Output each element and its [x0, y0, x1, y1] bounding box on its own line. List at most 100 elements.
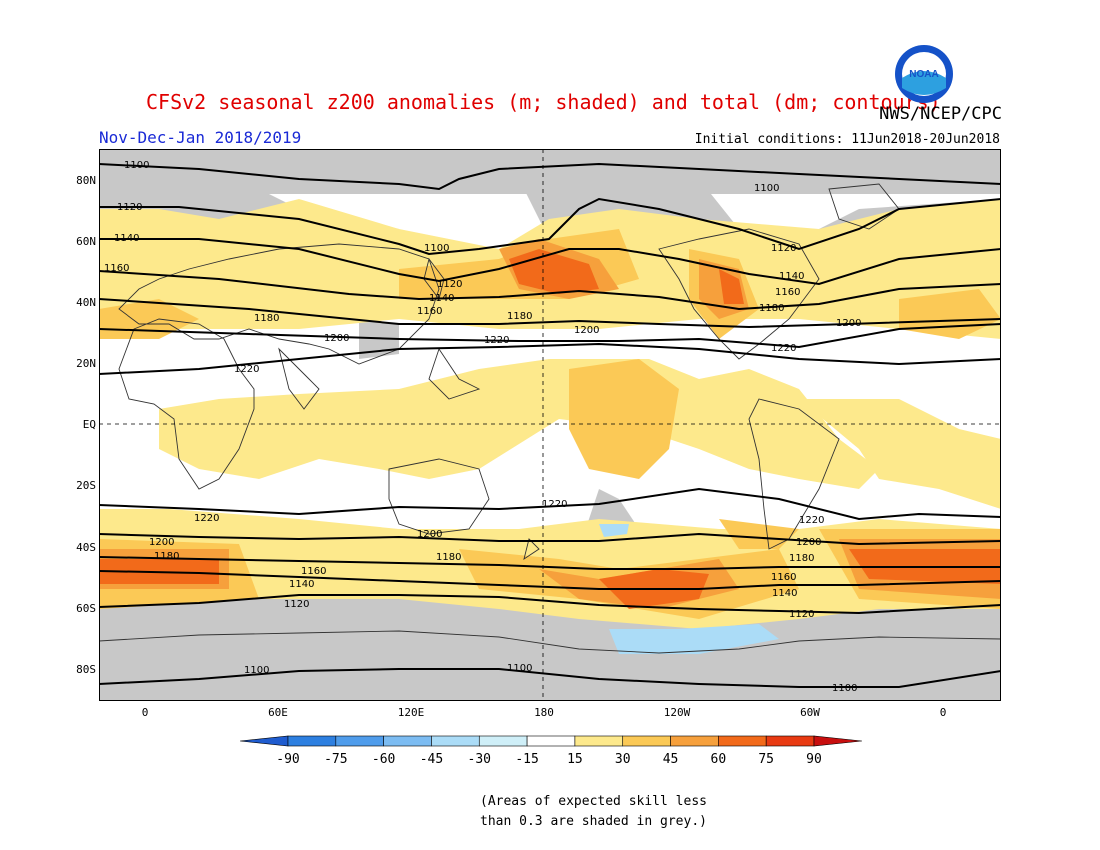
svg-text:1180: 1180 [154, 551, 179, 562]
colorbar-arrow-high [813, 735, 862, 747]
africa-coastline [118, 318, 255, 490]
svg-text:1120: 1120 [789, 609, 814, 620]
skill-note-line: than 0.3 are shaded in grey.) [480, 814, 707, 829]
svg-text:1200: 1200 [796, 537, 821, 548]
colorbar-box [478, 735, 528, 747]
colorbar-box [765, 735, 815, 747]
svg-text:1100: 1100 [124, 160, 149, 171]
colorbar-tick-label: -45 [419, 752, 444, 767]
colorbar-box [670, 735, 719, 747]
svg-text:1200: 1200 [324, 333, 349, 344]
antarctica-coastline [99, 630, 1001, 654]
svg-text:1160: 1160 [775, 287, 800, 298]
initial-conditions-label: Initial conditions: 11Jun2018-20Jun2018 [694, 132, 1000, 147]
colorbar-box [718, 735, 767, 747]
colorbar-tick-label: 45 [662, 752, 679, 767]
lon-label: 60W [800, 706, 820, 719]
svg-text:1120: 1120 [284, 599, 309, 610]
lat-label: 60N [76, 235, 96, 248]
svg-text:1160: 1160 [301, 566, 326, 577]
eurasia-coastline [118, 243, 440, 365]
noaa-logo: NOAA [895, 45, 953, 103]
lat-label: 80N [76, 174, 96, 187]
svg-text:1180: 1180 [436, 552, 461, 563]
svg-text:1180: 1180 [759, 303, 784, 314]
svg-text:1220: 1220 [194, 513, 219, 524]
svg-text:1180: 1180 [789, 553, 814, 564]
india-coastline [278, 347, 320, 410]
svg-text:1140: 1140 [114, 233, 139, 244]
colorbar-tick-label: 90 [806, 752, 822, 767]
colorbar-tick-label: -90 [276, 752, 300, 767]
lon-label: 120W [663, 706, 691, 719]
lat-label: 80S [76, 663, 96, 676]
colorbar-tick-label: 30 [614, 752, 631, 767]
greenland-coastline [828, 183, 900, 230]
svg-text:1100: 1100 [244, 665, 269, 676]
colorbar [240, 735, 862, 747]
colorbar-box [622, 735, 671, 747]
svg-text:1140: 1140 [779, 271, 804, 282]
lat-label: 20S [76, 479, 96, 492]
svg-text:1160: 1160 [417, 306, 442, 317]
skill-note: (Areas of expected skill less than 0.3 a… [480, 792, 707, 832]
svg-text:1220: 1220 [799, 515, 824, 526]
colorbar-tick-label: -30 [467, 752, 491, 767]
height-contours [99, 162, 1001, 688]
svg-text:1200: 1200 [417, 529, 442, 540]
svg-text:1120: 1120 [117, 202, 142, 213]
colorbar-box [526, 735, 576, 747]
svg-text:1100: 1100 [507, 663, 532, 674]
new-zealand-coastline [523, 538, 540, 561]
colorbar-tick-label: 60 [710, 752, 727, 767]
colorbar-box [287, 735, 337, 747]
colorbar-box [574, 735, 624, 747]
svg-text:1100: 1100 [832, 683, 857, 694]
svg-text:1100: 1100 [754, 183, 779, 194]
colorbar-box [383, 735, 432, 747]
colorbar-arrow-low [240, 735, 289, 747]
lon-label: 60E [268, 706, 288, 719]
svg-text:1140: 1140 [289, 579, 314, 590]
lat-label: 60S [76, 602, 96, 615]
colorbar-box [335, 735, 384, 747]
lat-label: 40S [76, 541, 96, 554]
colorbar-tick-label: -15 [515, 752, 539, 767]
svg-text:1120: 1120 [771, 243, 796, 254]
indonesia-coastline [428, 347, 481, 400]
map-title: CFSv2 seasonal z200 anomalies (m; shaded… [146, 90, 941, 114]
agency-label: NWS/NCEP/CPC [879, 104, 1002, 124]
colorbar-tick-label: 15 [567, 752, 583, 767]
svg-text:1140: 1140 [772, 588, 797, 599]
anomaly-map: 1100 1120 1140 1160 1180 1200 1220 1220 … [99, 149, 1001, 701]
svg-text:1140: 1140 [429, 293, 454, 304]
svg-text:1220: 1220 [771, 343, 796, 354]
colorbar-tick-label: -60 [371, 752, 396, 767]
svg-text:1160: 1160 [771, 572, 796, 583]
svg-text:1220: 1220 [234, 364, 259, 375]
lon-label: 0 [939, 706, 947, 719]
lon-label: 0 [141, 706, 149, 719]
svg-text:1180: 1180 [507, 311, 532, 322]
svg-text:NOAA: NOAA [909, 69, 938, 80]
period-label: Nov-Dec-Jan 2018/2019 [99, 128, 302, 147]
svg-text:1220: 1220 [484, 335, 509, 346]
lon-label: 180 [534, 706, 554, 719]
svg-text:1120: 1120 [437, 279, 462, 290]
svg-text:1180: 1180 [254, 313, 279, 324]
svg-text:1100: 1100 [424, 243, 449, 254]
skill-note-line: (Areas of expected skill less [480, 794, 707, 809]
north-america-coastline [658, 228, 820, 360]
lat-label: EQ [82, 418, 96, 431]
svg-text:1200: 1200 [836, 318, 861, 329]
svg-text:1220: 1220 [542, 499, 567, 510]
lat-label: 40N [76, 296, 96, 309]
colorbar-box [431, 735, 480, 747]
colorbar-tick-label: -75 [324, 752, 348, 767]
svg-text:1200: 1200 [149, 537, 174, 548]
lon-label: 120E [397, 706, 425, 719]
svg-text:1200: 1200 [574, 325, 599, 336]
colorbar-tick-label: 75 [758, 752, 774, 767]
anomaly-negative [599, 524, 779, 654]
lat-label: 20N [76, 357, 96, 370]
